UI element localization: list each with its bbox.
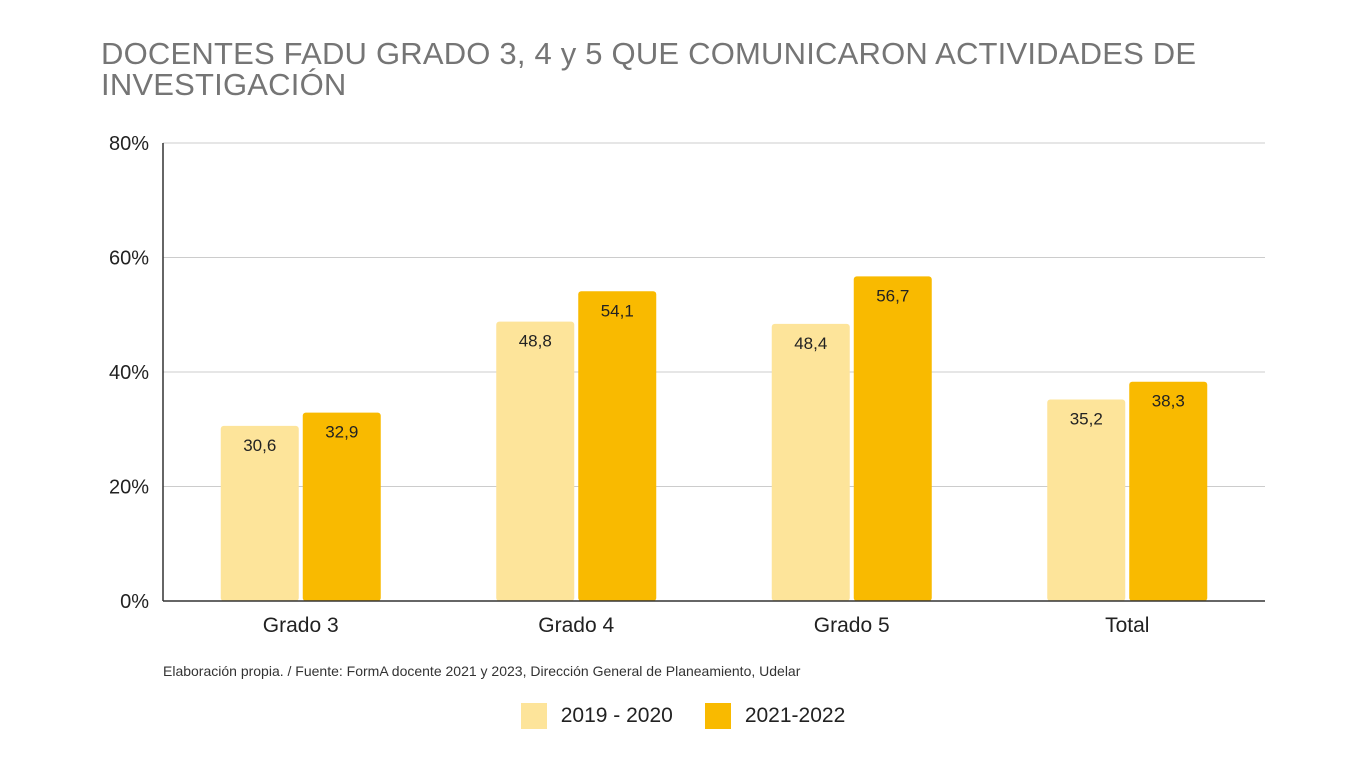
bar-2021-2022: [578, 291, 657, 601]
bar-2021-2022: [1129, 381, 1208, 601]
data-label: 38,3: [1152, 392, 1185, 411]
chart-title: DOCENTES FADU GRADO 3, 4 y 5 QUE COMUNIC…: [101, 38, 1301, 100]
legend-swatch-2019-2020: [520, 703, 547, 729]
y-tick-label: 20%: [109, 477, 149, 499]
legend: 2019 - 2020 2021-2022: [0, 703, 1366, 729]
data-label: 56,7: [876, 286, 909, 305]
bar-2019-2020: [771, 323, 850, 601]
legend-label-2019-2020: 2019 - 2020: [560, 704, 673, 727]
x-tick-label: Grado 3: [263, 614, 339, 637]
x-tick-label: Grado 4: [538, 614, 614, 637]
bar-2021-2022: [853, 276, 932, 601]
y-tick-label: 60%: [109, 248, 149, 270]
x-tick-label: Total: [1105, 614, 1149, 637]
legend-swatch-2021-2022: [704, 703, 731, 729]
data-label: 48,4: [794, 334, 827, 353]
source-note: Elaboración propia. / Fuente: FormA doce…: [163, 663, 801, 679]
chart-title-line-1: DOCENTES FADU GRADO 3, 4 y 5 QUE COMUNIC…: [101, 36, 1197, 71]
data-label: 32,9: [325, 423, 358, 442]
bar-2019-2020: [220, 425, 299, 601]
data-label: 54,1: [601, 301, 634, 320]
data-label: 30,6: [243, 436, 276, 455]
x-tick-label: Grado 5: [814, 614, 890, 637]
y-tick-label: 0%: [120, 591, 149, 613]
data-label: 35,2: [1070, 409, 1103, 428]
chart-title-line-2: INVESTIGACIÓN: [101, 67, 347, 102]
bar-2019-2020: [1047, 399, 1126, 601]
legend-item-2021-2022: 2021-2022: [704, 703, 846, 729]
bar-2019-2020: [496, 321, 575, 601]
bar-2021-2022: [302, 412, 381, 601]
bar-chart: 0% 20% 40% 60% 80% 30,6 32,9 Grado 3 48,8 54,1 Gra…: [109, 133, 1265, 637]
y-tick-label: 40%: [109, 362, 149, 384]
legend-item-2019-2020: 2019 - 2020: [520, 703, 673, 729]
data-label: 48,8: [519, 332, 552, 351]
legend-label-2021-2022: 2021-2022: [744, 704, 846, 727]
y-tick-label: 80%: [109, 133, 149, 155]
